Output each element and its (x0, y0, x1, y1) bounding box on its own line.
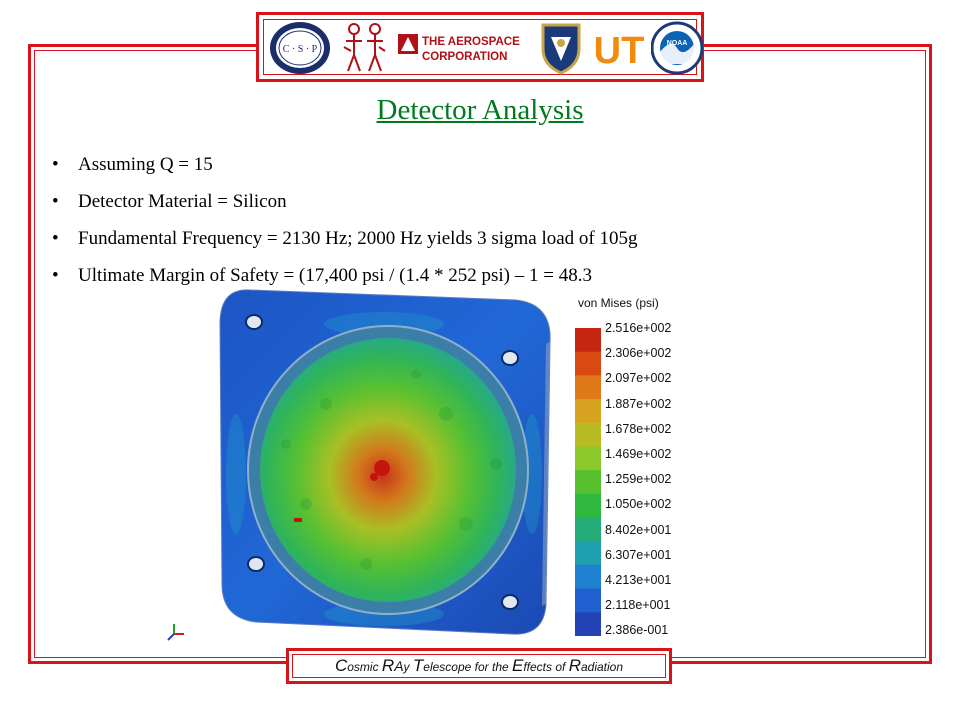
footer-r: R (381, 656, 395, 675)
footer-c: C (334, 656, 348, 675)
bullet-text: Detector Material = Silicon (78, 191, 287, 212)
scale-label: 2.516e+002 (605, 321, 672, 335)
bullet-text: Fundamental Frequency = 2130 Hz; 2000 Hz… (78, 228, 638, 249)
color-scale-segment (575, 588, 601, 613)
bullet-text: Assuming Q = 15 (78, 154, 213, 175)
bullet-dot: • (52, 154, 59, 175)
founders-figures-logo (343, 23, 386, 72)
csp-letters: C · S · P (283, 44, 318, 55)
scale-label: 1.259e+002 (605, 472, 672, 487)
aerospace-line2: CORPORATION (422, 51, 507, 63)
color-scale-segment (575, 351, 601, 376)
color-scale-segment (575, 517, 601, 542)
footer-osmic: osmic (347, 660, 382, 674)
color-scale-segment (575, 612, 601, 636)
footer-of: of (555, 660, 569, 674)
scale-label: 1.887e+002 (605, 396, 672, 411)
footer-e: E (512, 656, 524, 675)
footer-r2: R (568, 656, 581, 675)
scale-label: 1.469e+002 (605, 447, 672, 461)
color-scale-segment (575, 422, 601, 447)
footer-a: A (394, 658, 404, 674)
scale-label: 2.386e-001 (605, 623, 669, 638)
logo-banner: C · S · P THE AEROSPACE CORPORATION UT N… (256, 12, 704, 82)
bullet-dot: • (52, 228, 59, 249)
scale-label: 4.213e+001 (605, 573, 672, 587)
color-scale-segment (575, 446, 601, 471)
bullet-item: • Ultimate Margin of Safety = (17,400 psi… (52, 263, 638, 300)
color-scale-bar (575, 328, 601, 636)
scale-label: 2.306e+002 (605, 346, 672, 361)
scale-label: 2.097e+002 (605, 371, 672, 386)
color-scale-segment (575, 328, 601, 353)
bullet-dot: • (52, 265, 59, 286)
noaa-logo: NOAA (651, 21, 703, 75)
noaa-text: NOAA (667, 40, 688, 47)
bullet-text: Ultimate Margin of Safety = (17,400 psi … (78, 265, 592, 286)
air-force-shield-logo (541, 23, 581, 75)
von-mises-stress-plot (219, 289, 551, 635)
ut-logo: UT (594, 30, 645, 71)
bullet-item: • Detector Material = Silicon (52, 189, 638, 226)
aerospace-corporation-logo: THE AEROSPACE CORPORATION (398, 34, 520, 63)
axis-triad-icon (167, 624, 184, 641)
footer-ffects: ffects (523, 660, 556, 674)
aerospace-line1: THE AEROSPACE (422, 36, 520, 48)
legend-title: von Mises (psi) (578, 296, 659, 310)
color-scale-segment (575, 564, 601, 590)
color-scale-segment (575, 493, 601, 519)
footer-text: Cosmic RAy Telescope for the Effects of … (289, 656, 669, 676)
footer-elescope: elescope (423, 660, 475, 674)
scale-label: 2.118e+001 (605, 598, 671, 613)
footer-y: y (403, 660, 413, 674)
color-scale-segment (575, 375, 601, 400)
footer-banner: Cosmic RAy Telescope for the Effects of … (286, 648, 672, 684)
color-scale-segment (575, 470, 601, 495)
bullet-dot: • (52, 191, 59, 212)
bullet-item: • Assuming Q = 15 (52, 152, 638, 189)
slide-title: Detector Analysis (376, 94, 584, 126)
color-scale-segment (575, 541, 601, 566)
scale-label: 8.402e+001 (605, 522, 672, 537)
scale-label: 6.307e+001 (605, 547, 672, 562)
footer-banner-inner (292, 654, 666, 678)
footer-t: T (412, 656, 424, 675)
bullet-item: • Fundamental Frequency = 2130 Hz; 2000 H… (52, 226, 638, 263)
footer-for-the: for the (474, 660, 512, 674)
csp-seal-logo: C · S · P (270, 22, 330, 74)
scale-label: 1.050e+002 (605, 497, 672, 512)
scale-label: 1.678e+002 (605, 421, 672, 436)
bullet-list: • Assuming Q = 15 • Detector Material = Si… (52, 152, 638, 300)
ut-text: UT (594, 30, 645, 71)
footer-adiation: adiation (580, 660, 624, 674)
color-scale-segment (575, 399, 601, 424)
